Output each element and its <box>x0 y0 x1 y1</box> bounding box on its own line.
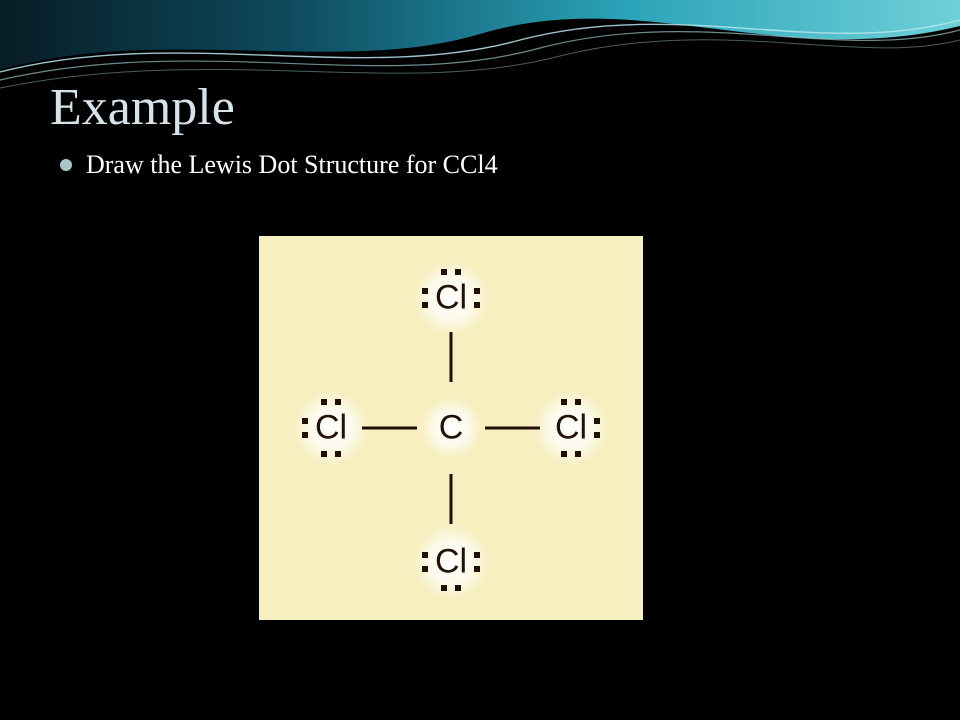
lonepair-bottom-W <box>422 566 428 572</box>
lonepair-right-E <box>594 432 600 438</box>
bond-bottom <box>450 474 453 524</box>
lonepair-left-W <box>302 418 308 424</box>
lonepair-left-N <box>321 399 327 405</box>
bullet-text: Draw the Lewis Dot Structure for CCl4 <box>86 150 498 180</box>
lonepair-top-E <box>474 288 480 294</box>
lonepair-bottom-S <box>441 585 447 591</box>
atom-cl-left: Cl <box>309 409 353 448</box>
lonepair-bottom-S <box>455 585 461 591</box>
lonepair-bottom-E <box>474 566 480 572</box>
lonepair-left-W <box>302 432 308 438</box>
lonepair-right-N <box>561 399 567 405</box>
lonepair-top-W <box>422 288 428 294</box>
lonepair-left-N <box>335 399 341 405</box>
lonepair-right-E <box>594 418 600 424</box>
lewis-diagram: C Cl Cl Cl Cl <box>259 236 643 620</box>
slide-title: Example <box>50 78 235 137</box>
lonepair-bottom-W <box>422 552 428 558</box>
bond-left <box>362 427 417 430</box>
atom-cl-top: Cl <box>429 279 473 318</box>
lonepair-left-S <box>321 451 327 457</box>
bond-top <box>450 332 453 382</box>
atom-cl-bottom: Cl <box>429 543 473 582</box>
lonepair-top-E <box>474 302 480 308</box>
lonepair-top-N <box>455 269 461 275</box>
lonepair-right-S <box>575 451 581 457</box>
lonepair-top-N <box>441 269 447 275</box>
lonepair-left-S <box>335 451 341 457</box>
bullet-dot-icon <box>60 159 72 171</box>
atom-center: C <box>439 409 464 448</box>
lonepair-right-S <box>561 451 567 457</box>
lonepair-bottom-E <box>474 552 480 558</box>
bond-right <box>485 427 540 430</box>
lonepair-top-W <box>422 302 428 308</box>
bullet-row: Draw the Lewis Dot Structure for CCl4 <box>60 150 498 180</box>
lonepair-right-N <box>575 399 581 405</box>
atom-cl-right: Cl <box>549 409 593 448</box>
